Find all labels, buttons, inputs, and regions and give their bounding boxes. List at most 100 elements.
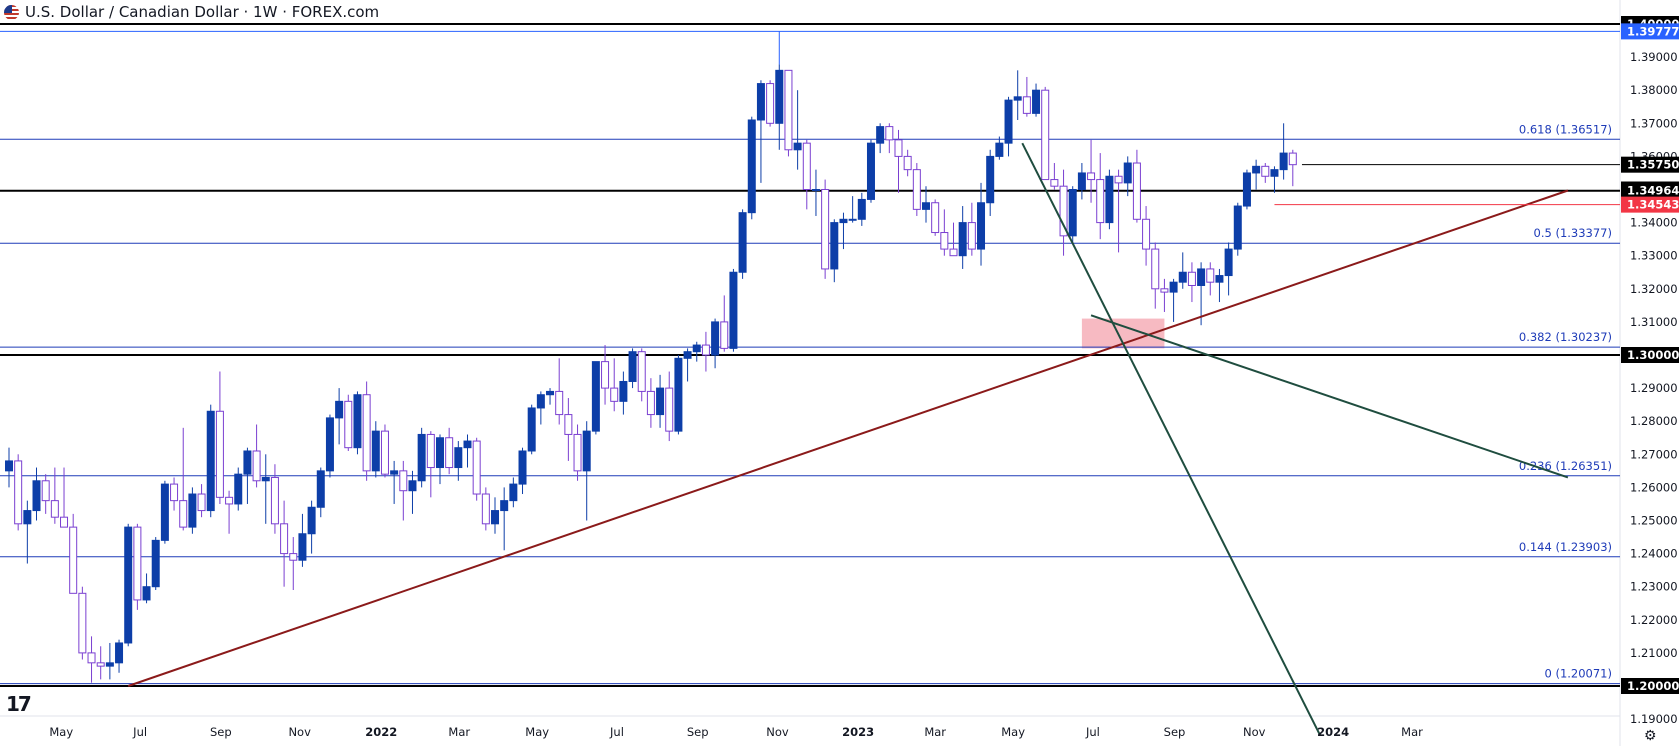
- candle-body: [637, 351, 646, 392]
- candle: [188, 487, 197, 534]
- trendlines[interactable]: [127, 142, 1569, 737]
- candle-body: [206, 410, 215, 512]
- candle-body: [408, 480, 417, 492]
- candle: [23, 500, 32, 564]
- candle: [958, 206, 967, 269]
- candle: [1270, 166, 1279, 193]
- candle: [353, 391, 362, 455]
- candle: [1032, 83, 1041, 117]
- candle: [894, 129, 903, 193]
- price-tag: [1621, 347, 1679, 363]
- candle-body: [1151, 248, 1160, 290]
- time-axis[interactable]: Mar May Jul Sep Nov 2022 Mar May Jul Sep Nov 2023 Ma…: [0, 725, 1423, 739]
- candle-body: [87, 652, 96, 664]
- candle-body: [32, 480, 41, 512]
- time-tick-label: Mar: [1401, 725, 1423, 739]
- candle-body: [1279, 152, 1288, 171]
- price-tag: [1621, 196, 1679, 213]
- candle: [41, 474, 50, 514]
- price-tag-label: 1.39777: [1627, 24, 1679, 38]
- candle: [1142, 206, 1151, 266]
- steep-resistance-trendline[interactable]: [1021, 142, 1322, 737]
- candle: [546, 388, 555, 405]
- candle: [344, 394, 353, 451]
- candle: [225, 490, 234, 534]
- candle: [408, 470, 417, 514]
- candle-body: [454, 447, 463, 469]
- candle-body: [949, 248, 958, 257]
- candle-body: [775, 69, 784, 124]
- candle: [811, 169, 820, 216]
- candle-body: [270, 476, 279, 525]
- candle: [151, 537, 160, 591]
- candle-body: [729, 271, 738, 349]
- price-tick-label: 1.38000: [1630, 83, 1678, 97]
- candle: [628, 348, 637, 389]
- settings-gear-icon[interactable]: ⚙: [1644, 727, 1657, 743]
- candle-body: [1270, 169, 1279, 177]
- candle: [711, 318, 720, 369]
- candle-body: [1114, 175, 1123, 184]
- candle-body: [261, 476, 270, 482]
- candle-body: [509, 483, 518, 502]
- price-axis[interactable]: 1.19000 1.20000 1.21000 1.22000 1.23000 1.240…: [1621, 16, 1679, 726]
- candle: [1132, 149, 1141, 223]
- candle: [1022, 76, 1031, 117]
- candle-body: [298, 533, 307, 561]
- candle-body: [1206, 268, 1215, 283]
- candle-body: [674, 357, 683, 432]
- candle-body: [1059, 185, 1068, 237]
- candle-body: [124, 526, 133, 644]
- candle: [821, 179, 830, 279]
- candle-body: [463, 440, 472, 449]
- candle: [775, 64, 784, 150]
- candle-body: [390, 470, 399, 475]
- candle-body: [1187, 271, 1196, 286]
- price-tick-label: 1.33000: [1630, 249, 1678, 263]
- candlestick-series: [5, 64, 1297, 683]
- candle: [1215, 268, 1224, 303]
- time-tick-label: May: [525, 725, 549, 739]
- candle: [784, 69, 793, 157]
- candle-body: [1087, 172, 1096, 181]
- price-tick-label: 1.27000: [1630, 447, 1678, 461]
- candle: [491, 497, 500, 534]
- candle-body: [14, 460, 23, 525]
- candle: [1096, 153, 1105, 240]
- price-tick-label: 1.22000: [1630, 613, 1678, 627]
- candle: [1279, 123, 1288, 180]
- price-tick-label: 1.39000: [1630, 50, 1678, 64]
- secondary-resistance-trendline[interactable]: [1090, 314, 1569, 479]
- candle-body: [344, 400, 353, 449]
- fib-label: 0.618 (1.36517): [1519, 122, 1612, 136]
- time-tick-label: May: [49, 725, 73, 739]
- candle: [518, 447, 527, 495]
- candle: [362, 381, 371, 481]
- candle-body: [160, 483, 169, 541]
- candle-body: [1178, 271, 1187, 283]
- rising-support-trendline[interactable]: [127, 189, 1569, 687]
- candle-body: [105, 662, 114, 667]
- candle-body: [1252, 165, 1261, 174]
- candle-body: [646, 390, 655, 416]
- candle-body: [986, 155, 995, 204]
- candle-body: [591, 361, 600, 432]
- tradingview-logo[interactable]: 17: [6, 692, 32, 716]
- candle-body: [417, 433, 426, 482]
- candle: [683, 348, 692, 382]
- candle-body: [335, 400, 344, 419]
- candle-body: [1160, 288, 1169, 293]
- candle-body: [69, 526, 78, 594]
- fib-label: 0.382 (1.30237): [1519, 330, 1612, 344]
- candle: [371, 421, 380, 478]
- candle-body: [747, 119, 756, 214]
- candle-body: [922, 202, 930, 210]
- candle-body: [903, 155, 912, 171]
- candle: [610, 358, 619, 412]
- candle-body: [821, 189, 830, 270]
- candle: [564, 398, 573, 461]
- candle-body: [628, 351, 637, 382]
- candle: [14, 454, 23, 531]
- candle: [591, 361, 600, 435]
